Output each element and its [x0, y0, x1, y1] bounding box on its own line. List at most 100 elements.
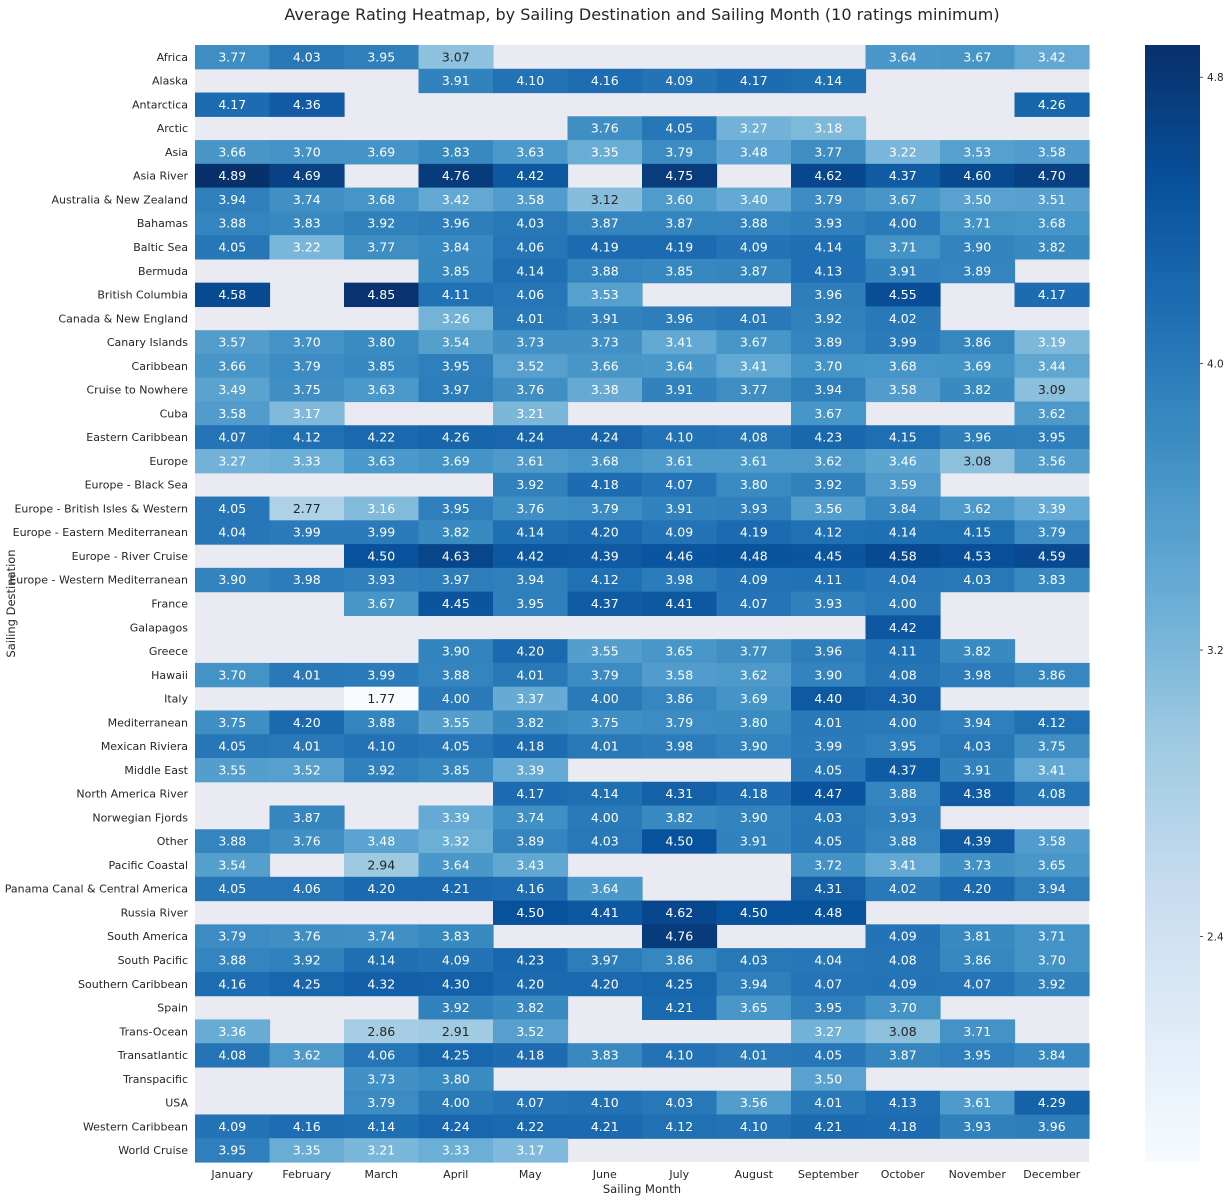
- cell-value-label: 3.27: [740, 121, 768, 136]
- cell-value-label: 3.64: [665, 358, 693, 373]
- cell-value-label: 3.38: [591, 382, 619, 397]
- heatmap-cell: [493, 449, 569, 474]
- cell-value-label: 4.14: [889, 525, 917, 540]
- cell-value-label: 4.30: [889, 691, 917, 706]
- heatmap-cell: [865, 187, 941, 212]
- heatmap-cell: [791, 876, 867, 902]
- heatmap-cell: [1014, 45, 1090, 70]
- colorbar: [1145, 45, 1200, 1162]
- y-tick-label: Europe - Black Sea: [85, 479, 188, 492]
- cell-value-label: 3.62: [814, 453, 842, 468]
- heatmap-cell: [195, 235, 271, 260]
- heatmap-cell: [493, 734, 569, 759]
- cell-value-label: 3.98: [963, 667, 991, 682]
- cell-value-label: 3.62: [963, 501, 991, 516]
- cell-value-label: 3.61: [516, 453, 544, 468]
- cell-value-label: 4.01: [591, 739, 619, 754]
- heatmap-cell: [791, 235, 867, 260]
- chart-title: Average Rating Heatmap, by Sailing Desti…: [284, 5, 999, 24]
- cell-value-label: 3.93: [814, 216, 842, 231]
- cell-value-label: 4.07: [665, 477, 693, 492]
- heatmap-cell: [865, 1090, 941, 1116]
- heatmap-cell: [195, 496, 271, 521]
- cell-value-label: 4.10: [591, 1095, 619, 1110]
- cell-value-label: 3.18: [814, 121, 842, 136]
- cell-value-label: 3.75: [1038, 739, 1066, 754]
- cell-value-label: 3.80: [740, 715, 768, 730]
- heatmap-cell: [344, 1019, 420, 1044]
- heatmap-cell: [418, 924, 494, 949]
- heatmap-cell: [418, 1019, 494, 1044]
- heatmap-cell: [865, 496, 941, 521]
- cell-value-label: 3.17: [293, 406, 321, 421]
- cell-value-label: 3.57: [218, 335, 246, 350]
- heatmap-cell: [716, 734, 792, 759]
- cell-value-label: 4.01: [814, 715, 842, 730]
- colorbar-tick-label: 2.4: [1207, 931, 1224, 943]
- cell-value-label: 3.86: [665, 691, 693, 706]
- heatmap-cell: [493, 1138, 569, 1163]
- heatmap-cell: [567, 876, 643, 902]
- cell-value-label: 4.05: [814, 1048, 842, 1063]
- cell-value-label: 3.08: [963, 453, 991, 468]
- heatmap-cell: [344, 377, 420, 403]
- heatmap-cell: [791, 163, 867, 189]
- cell-value-label: 4.17: [516, 786, 544, 801]
- cell-value-label: 3.92: [367, 216, 395, 231]
- heatmap-cell: [344, 1043, 420, 1068]
- cell-value-label: 3.99: [889, 335, 917, 350]
- cell-value-label: 4.05: [218, 881, 246, 896]
- cell-value-label: 4.63: [442, 548, 470, 563]
- heatmap-cell: [344, 496, 420, 521]
- cell-value-label: 4.23: [516, 952, 544, 967]
- heatmap-cell: [567, 1114, 643, 1139]
- cell-value-label: 4.14: [814, 240, 842, 255]
- y-tick-label: British Columbia: [97, 289, 188, 302]
- cell-value-label: 4.04: [218, 525, 246, 540]
- cell-value-label: 3.62: [1038, 406, 1066, 421]
- cell-value-label: 3.39: [1038, 501, 1066, 516]
- cell-value-label: 3.77: [218, 49, 246, 64]
- heatmap-cell: [716, 948, 792, 973]
- heatmap-cell: [195, 971, 271, 997]
- cell-value-label: 3.91: [442, 73, 470, 88]
- heatmap-cell: [716, 710, 792, 735]
- y-tick-label: Canary Islands: [107, 336, 188, 349]
- cell-value-label: 3.94: [516, 572, 544, 587]
- cell-value-label: 3.55: [591, 644, 619, 659]
- heatmap-cell: [567, 425, 643, 450]
- cell-value-label: 4.41: [591, 905, 619, 920]
- cell-value-label: 3.87: [889, 1048, 917, 1063]
- cell-value-label: 3.27: [814, 1024, 842, 1039]
- heatmap-cell: [344, 686, 420, 712]
- cell-value-label: 3.79: [665, 144, 693, 159]
- cell-value-label: 3.17: [516, 1143, 544, 1158]
- cell-value-label: 4.01: [740, 311, 768, 326]
- heatmap-cell: [418, 68, 494, 94]
- heatmap-cell: [493, 853, 569, 878]
- cell-value-label: 4.30: [442, 976, 470, 991]
- heatmap-cell: [1014, 401, 1090, 426]
- cell-value-label: 3.83: [1038, 572, 1066, 587]
- heatmap-cell: [493, 472, 569, 498]
- x-tick-label: April: [443, 1168, 468, 1181]
- cell-value-label: 3.65: [740, 1000, 768, 1015]
- heatmap-cell: [269, 710, 345, 735]
- heatmap-cell: [269, 449, 345, 474]
- cell-value-label: 3.70: [889, 1000, 917, 1015]
- cell-value-label: 3.98: [665, 739, 693, 754]
- cell-value-label: 3.88: [218, 216, 246, 231]
- cell-value-label: 3.70: [814, 358, 842, 373]
- heatmap-cell: [1014, 235, 1090, 260]
- y-tick-label: Eastern Caribbean: [86, 431, 188, 444]
- heatmap-cell: [865, 829, 941, 854]
- heatmap-cell: [567, 68, 643, 94]
- heatmap-cell: [493, 258, 569, 284]
- cell-value-label: 3.69: [963, 358, 991, 373]
- heatmap-cell: [195, 330, 271, 355]
- cell-value-label: 4.62: [665, 905, 693, 920]
- heatmap-cell: [493, 282, 569, 308]
- cell-value-label: 3.95: [814, 1000, 842, 1015]
- heatmap-cell: [716, 187, 792, 212]
- cell-value-label: 4.21: [591, 1119, 619, 1134]
